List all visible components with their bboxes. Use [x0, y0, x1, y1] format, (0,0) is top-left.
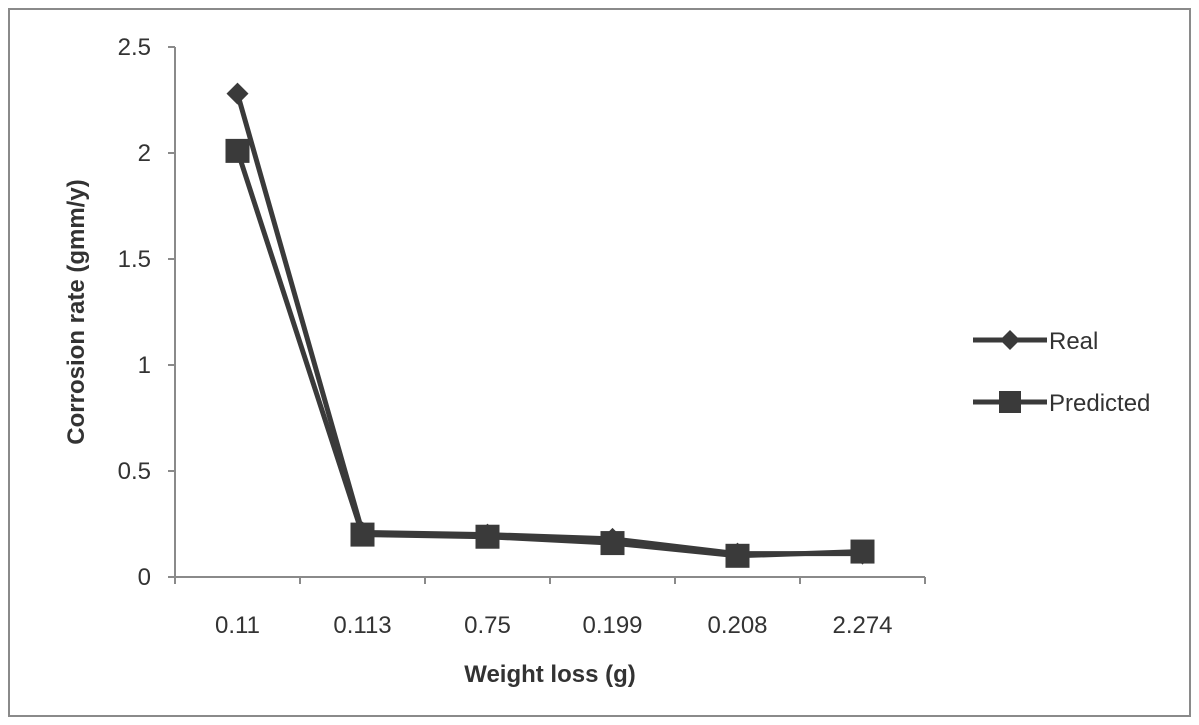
x-tick-label: 0.11 [215, 612, 260, 639]
data-point-predicted [225, 138, 250, 163]
legend-marker-real [1000, 330, 1020, 350]
series-line-real [235, 92, 863, 557]
data-point-predicted [850, 539, 875, 564]
y-tick-label: 2.5 [118, 34, 151, 61]
y-tick-label: 0.5 [118, 458, 151, 485]
x-tick-label: 0.113 [333, 612, 391, 639]
data-point-predicted [350, 522, 375, 547]
series-group [225, 82, 875, 568]
legend-item-real: Real [973, 328, 1098, 355]
x-tick-label: 0.199 [582, 612, 642, 639]
y-axis-ticks: 0 0.5 1 1.5 2 2.5 [118, 34, 175, 591]
legend-label-predicted: Predicted [1049, 390, 1150, 417]
data-point-real [226, 82, 249, 105]
chart-frame [8, 8, 1191, 717]
x-axis-ticks: 0.11 0.113 0.75 0.199 0.208 2.274 [174, 577, 926, 639]
series-real [226, 82, 874, 565]
y-tick-label: 2 [138, 140, 151, 167]
x-axis-title: Weight loss (g) [464, 661, 636, 688]
data-point-predicted [725, 543, 750, 568]
x-tick-label: 2.274 [832, 612, 892, 639]
x-tick-label: 0.208 [707, 612, 767, 639]
y-axis-title: Corrosion rate (gmm/y) [63, 179, 90, 444]
series-line-predicted [235, 150, 863, 559]
legend-item-predicted: Predicted [973, 390, 1150, 417]
x-tick-label: 0.75 [464, 612, 511, 639]
y-tick-label: 1 [138, 352, 151, 379]
data-point-predicted [600, 531, 625, 556]
y-tick-label: 1.5 [118, 246, 151, 273]
legend-label-real: Real [1049, 328, 1098, 355]
series-predicted [225, 138, 875, 568]
legend-marker-predicted [999, 391, 1021, 413]
legend: Real Predicted [973, 328, 1150, 417]
data-point-predicted [475, 524, 500, 549]
y-tick-label: 0 [138, 564, 151, 591]
